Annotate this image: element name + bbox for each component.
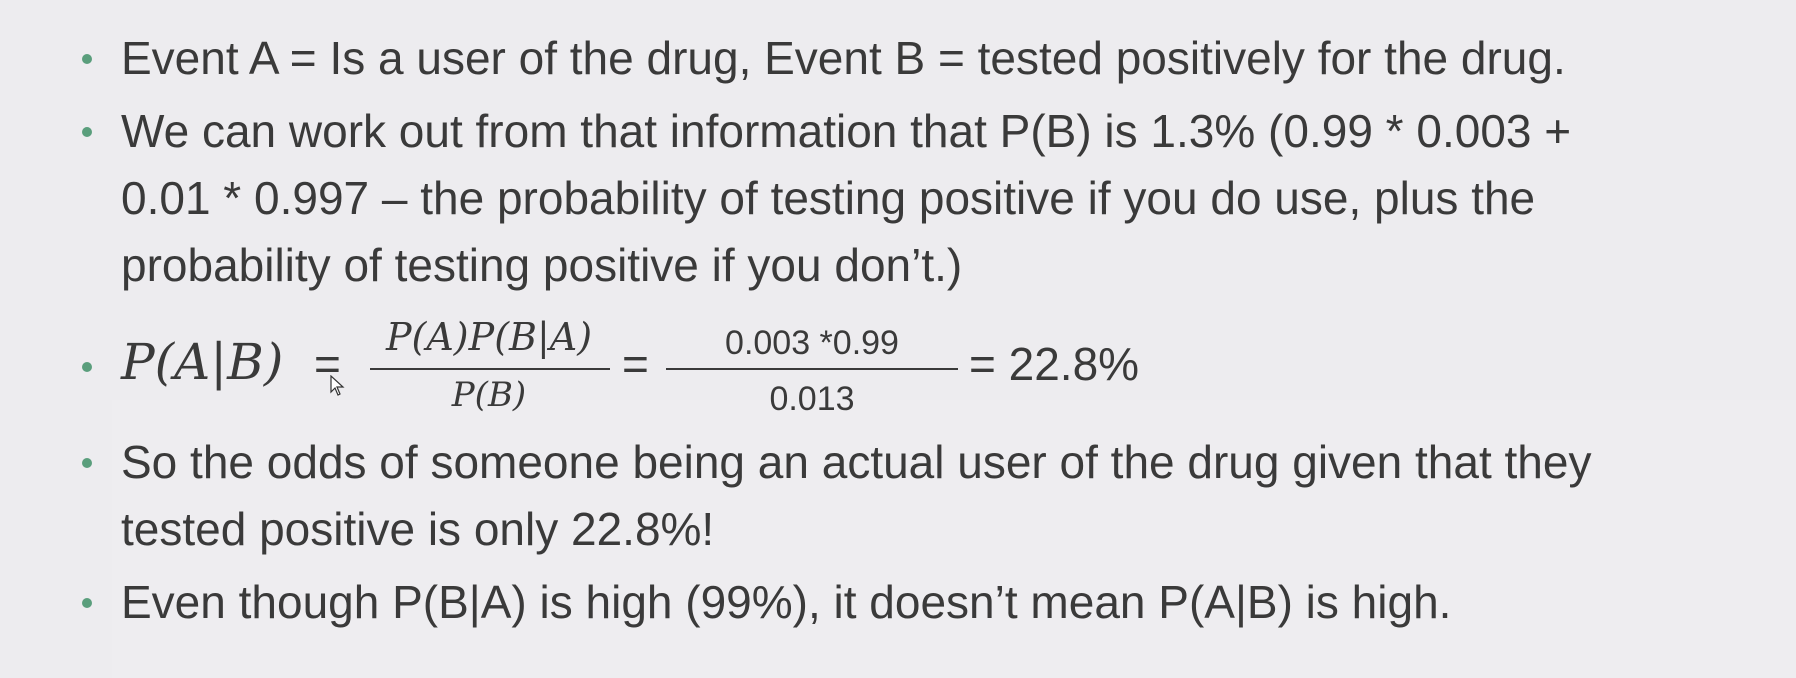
fraction-2-denominator: 0.013 [769, 380, 855, 418]
bullet-2-line-1: We can work out from that information th… [121, 105, 1572, 157]
bullet-2-line-3: probability of testing positive if you d… [121, 239, 963, 291]
bullet-point-icon [82, 458, 92, 468]
bullet-point-icon [82, 127, 92, 137]
bullet-point-icon [82, 598, 92, 608]
equation-lhs: P(A|B) [121, 333, 284, 391]
fraction-1-numerator: P(A)P(B|A) [385, 315, 593, 359]
bullet-4-line-2: tested positive is only 22.8%! [121, 503, 715, 555]
bullet-point-icon [82, 54, 92, 64]
slide-panel [112, 400, 1796, 678]
equals-sign: = [622, 338, 649, 390]
equation-result: = 22.8% [969, 338, 1140, 390]
mouse-pointer-icon [330, 374, 346, 402]
bullet-5-text: Even though P(B|A) is high (99%), it doe… [121, 576, 1452, 628]
bullet-point-icon [82, 362, 92, 372]
bullet-1-text: Event A = Is a user of the drug, Event B… [121, 32, 1566, 84]
bayes-equation: P(A|B) = P(A)P(B|A) P(B) = 0.003 *0.99 0… [82, 314, 1139, 424]
bullet-4-line-1: So the odds of someone being an actual u… [121, 436, 1592, 488]
fraction-2-numerator: 0.003 *0.99 [725, 324, 899, 362]
fraction-2-bar [666, 368, 958, 370]
fraction-1-bar [370, 368, 610, 370]
bullet-2-line-2: 0.01 * 0.997 – the probability of testin… [121, 172, 1536, 224]
fraction-1-denominator: P(B) [451, 375, 527, 415]
